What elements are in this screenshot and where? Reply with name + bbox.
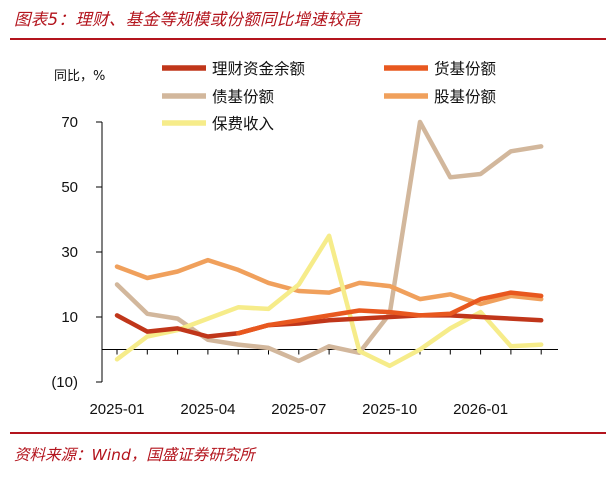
y-tick-label: 10: [61, 309, 78, 326]
x-axis: 2025-01 2025-04 2025-07 2025-10 2026-01: [89, 349, 558, 418]
y-tick-label: 30: [61, 244, 78, 261]
legend-label: 股基份额: [434, 88, 497, 106]
x-tick-label: 2025-10: [362, 401, 417, 418]
legend-label: 货基份额: [434, 60, 497, 78]
source-rule: [10, 432, 606, 434]
legend-label: 债基份额: [212, 88, 275, 106]
figure-title: 图表5：理财、基金等规模或份额同比增速较高: [14, 10, 361, 29]
series-line-1: [114, 313, 544, 339]
series-line-4: [114, 257, 544, 307]
y-tick-label: (10): [51, 374, 78, 391]
series-lines: [114, 119, 544, 369]
x-tick-label: 2025-01: [89, 401, 144, 418]
title-rule: [10, 38, 606, 40]
x-tick-label: 2025-07: [271, 401, 326, 418]
legend-label: 保费收入: [212, 115, 274, 133]
y-tick-label: 50: [61, 179, 78, 196]
y-axis-unit-label: 同比，%: [54, 69, 105, 84]
series-line-2: [235, 290, 544, 336]
y-tick-label: 70: [61, 114, 78, 131]
x-tick-label: 2025-04: [180, 401, 235, 418]
legend-label: 理财资金余额: [212, 59, 306, 78]
figure-source: 资料来源：Wind，国盛证券研究所: [14, 446, 255, 464]
y-axis: (10) 10 30 50 70: [51, 114, 103, 391]
x-tick-label: 2026-01: [453, 401, 508, 418]
